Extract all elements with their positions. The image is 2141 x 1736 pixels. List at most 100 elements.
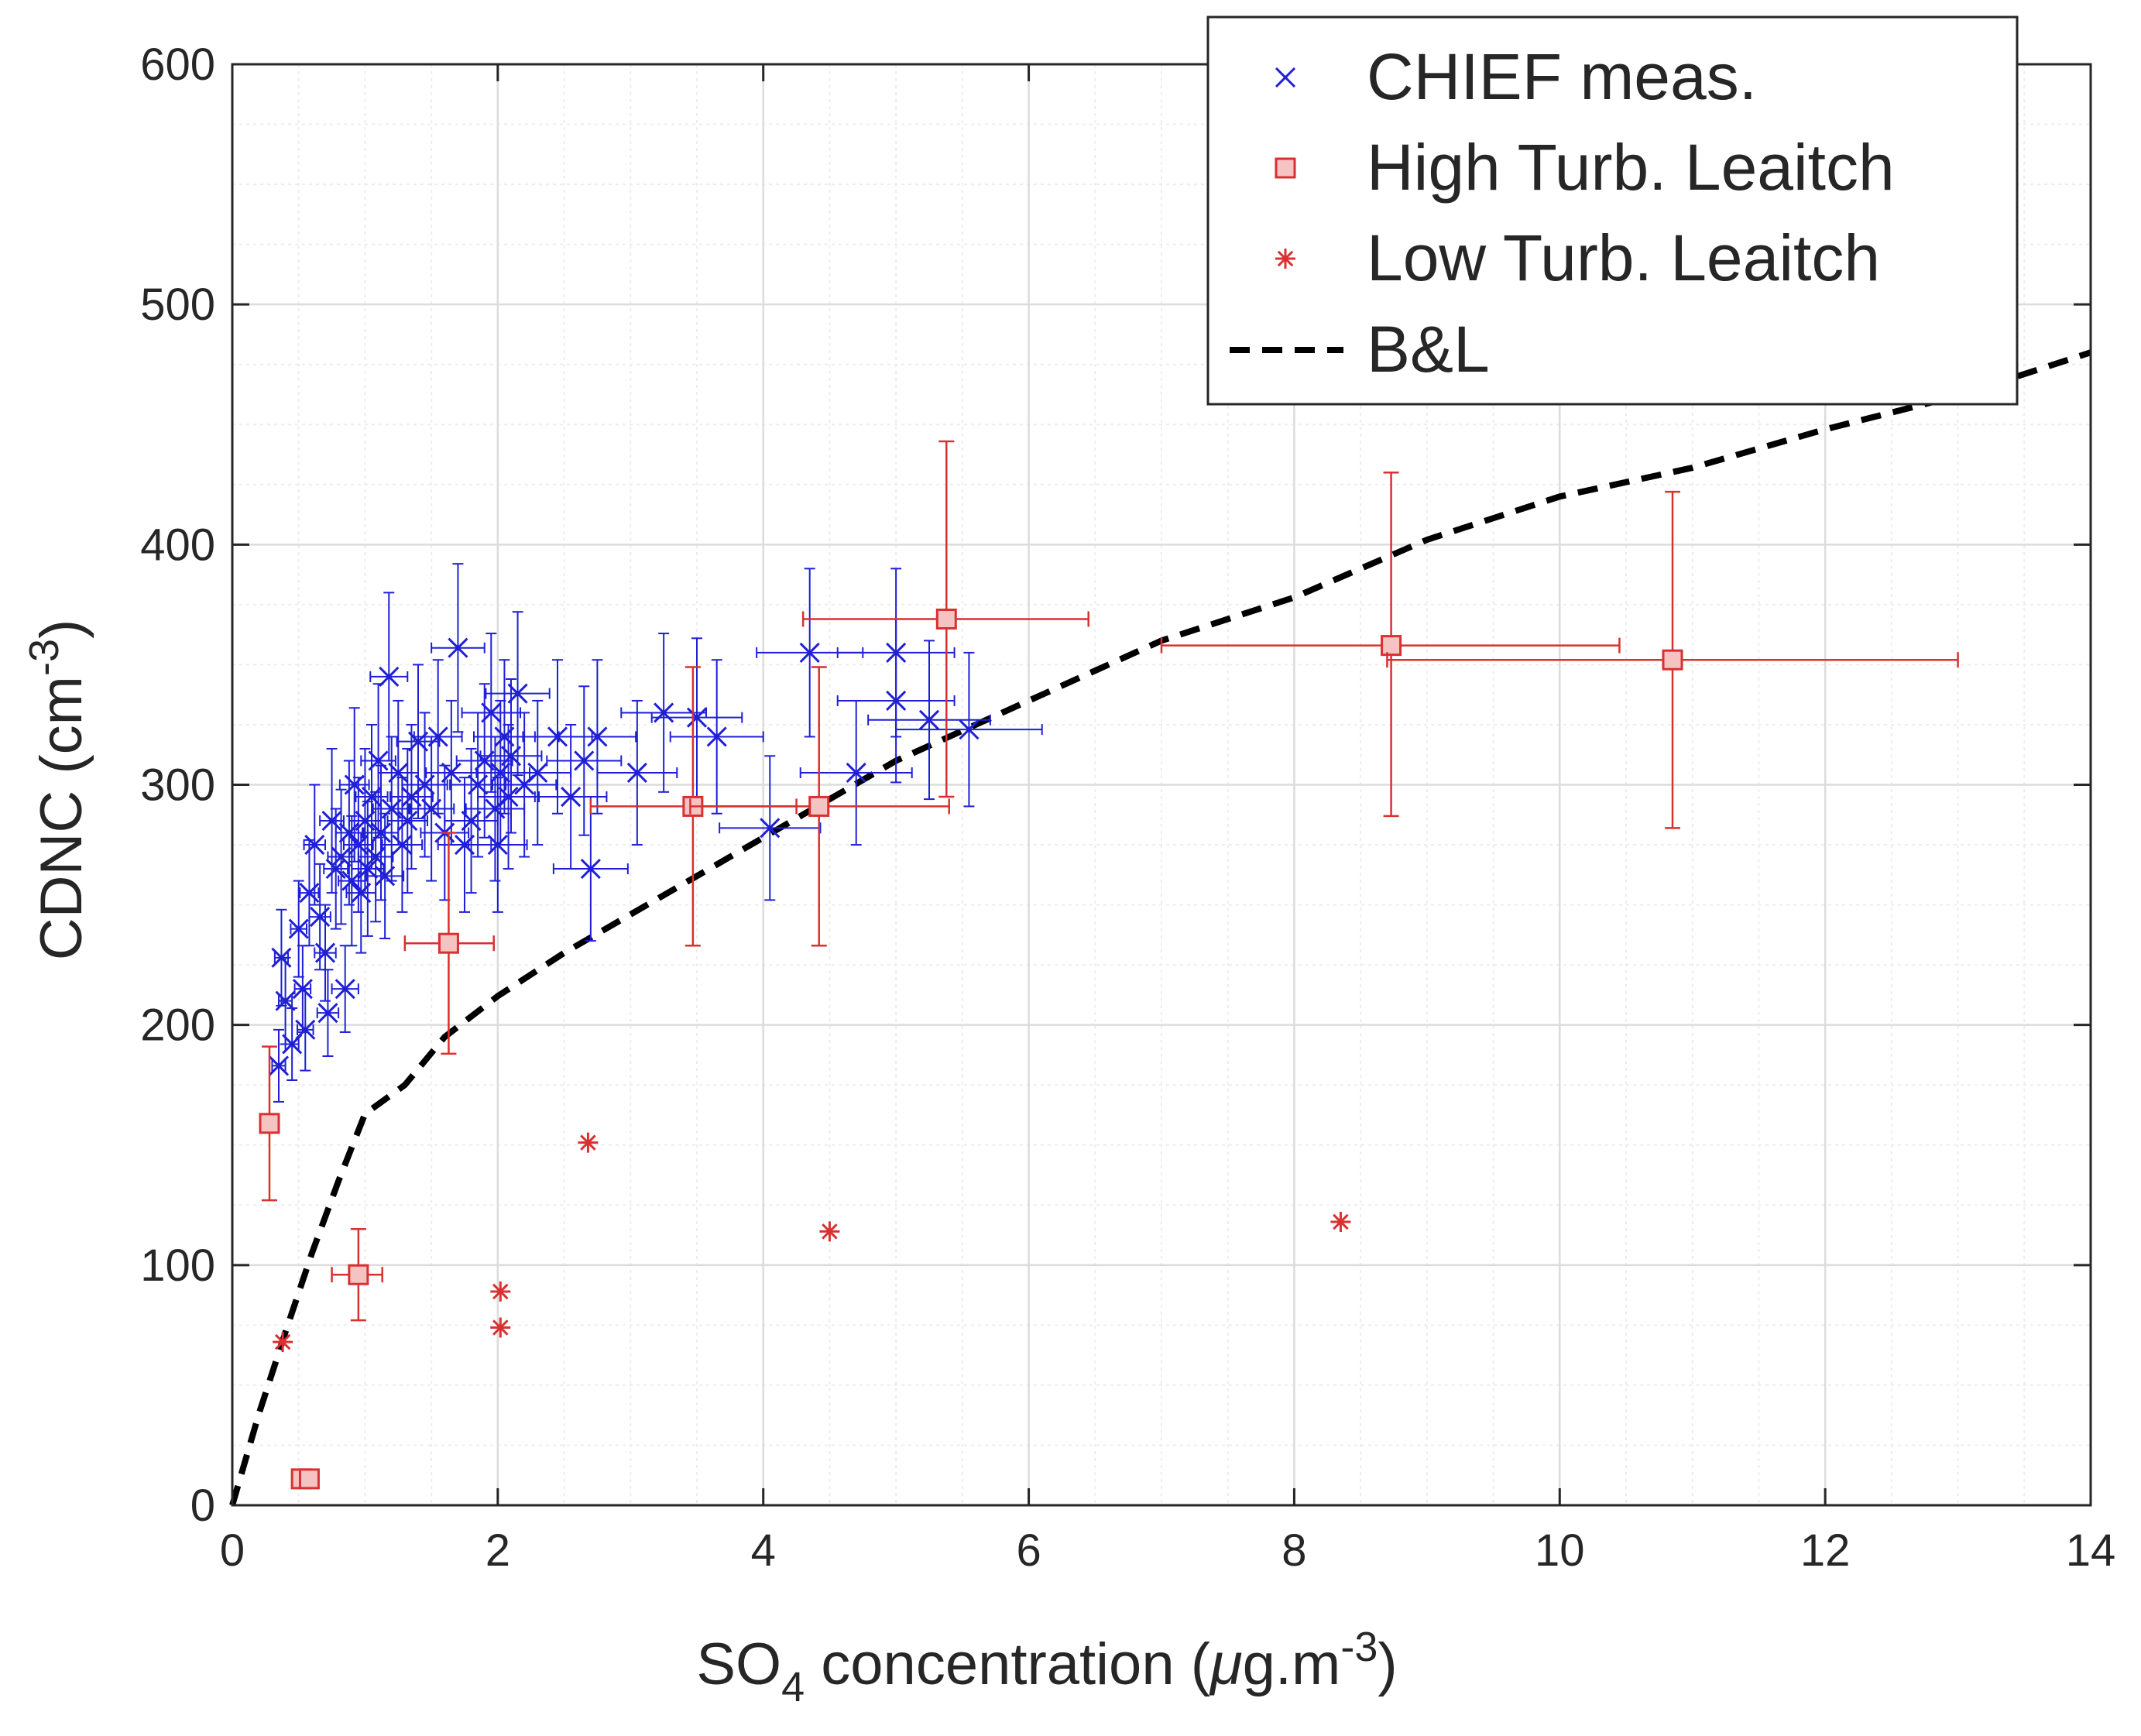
x-tick-label: 12 — [1800, 1525, 1851, 1576]
chief-data-point — [288, 880, 309, 978]
chief-x-marker — [846, 762, 866, 784]
chief-data-point — [316, 969, 340, 1057]
chief-x-marker — [310, 907, 331, 928]
chief-data-point — [295, 988, 316, 1072]
low-turb-asterisk-marker — [273, 1332, 293, 1353]
x-tick-label: 14 — [2066, 1525, 2116, 1576]
chief-data-point — [650, 637, 743, 798]
chief-x-marker — [886, 690, 907, 712]
chief-x-marker — [580, 858, 601, 880]
chief-x-marker — [338, 822, 359, 843]
chief-x-marker — [561, 786, 582, 808]
high-turb-square-marker — [298, 1468, 320, 1490]
high-turb-square-marker — [808, 795, 830, 817]
x-tick-label: 6 — [1016, 1525, 1041, 1576]
chief-x-marker — [686, 707, 708, 728]
high-turb-square-marker — [348, 1264, 369, 1285]
low-turb-asterisk-marker — [578, 1132, 599, 1153]
high-turb-square-marker — [259, 1113, 280, 1134]
high-turb-data-point — [403, 832, 495, 1055]
y-tick-label: 100 — [140, 1240, 215, 1291]
chief-x-marker — [498, 786, 519, 808]
high-turb-data-point — [298, 1468, 320, 1490]
y-axis-label: CDNC (cm-3) — [21, 619, 94, 961]
x-axis-label: SO4 concentration (μg.m-3) — [696, 1624, 1397, 1710]
x-tick-label: 10 — [1535, 1525, 1585, 1576]
chief-data-point — [431, 563, 485, 733]
chief-x-marker — [299, 883, 320, 904]
chief-x-marker — [388, 762, 409, 784]
chief-x-marker — [760, 818, 781, 839]
chief-x-marker — [959, 719, 980, 740]
data-layer — [229, 349, 2092, 1507]
chief-data-point — [362, 764, 400, 901]
chief-data-point — [867, 640, 991, 801]
chief-data-point — [470, 699, 530, 846]
legend-label-bl: B&L — [1367, 313, 1490, 386]
legend-item-chief: CHIEF meas. — [1275, 40, 1757, 113]
y-tick-label: 0 — [190, 1480, 215, 1531]
legend-item-low-turb: Low Turb. Leaitch — [1275, 221, 1880, 294]
chief-x-marker — [799, 642, 820, 663]
chief-x-marker — [335, 979, 355, 1000]
chief-data-point — [552, 796, 629, 942]
high-turb-data-point — [1160, 472, 1621, 818]
chief-x-marker — [706, 726, 727, 747]
y-tick-label: 300 — [140, 760, 215, 811]
high-turb-data-point — [331, 1228, 383, 1322]
chief-x-marker — [918, 709, 940, 730]
chief-x-marker — [268, 1055, 290, 1076]
chief-data-point — [485, 611, 551, 777]
chief-x-marker — [392, 834, 413, 856]
x-tick-label: 8 — [1282, 1525, 1306, 1576]
high-turb-data-point — [259, 1045, 280, 1202]
chief-data-point — [299, 839, 320, 947]
chief-data-point — [413, 659, 463, 815]
low-turb-asterisk-marker — [490, 1281, 511, 1302]
chief-x-marker — [448, 637, 468, 658]
chief-x-marker — [314, 942, 336, 963]
chief-x-marker — [317, 1003, 338, 1024]
chief-x-marker — [288, 918, 309, 939]
chief-x-marker — [654, 702, 674, 723]
chief-x-marker — [370, 822, 392, 843]
chief-x-marker — [427, 726, 448, 747]
chief-x-marker — [295, 1019, 316, 1040]
chief-data-point — [719, 755, 822, 901]
chief-x-marker — [626, 762, 647, 784]
chief-x-marker — [304, 834, 325, 856]
legend-item-bl: B&L — [1230, 313, 1490, 386]
legend-label-low-turb: Low Turb. Leaitch — [1367, 221, 1880, 294]
legend-x-glyph — [1275, 67, 1296, 88]
chief-x-marker — [275, 990, 296, 1011]
chief-x-marker — [481, 702, 502, 723]
chief-data-point — [895, 651, 1043, 808]
low-turb-asterisk-marker — [819, 1221, 840, 1242]
chief-x-marker — [331, 846, 352, 867]
chief-x-marker — [379, 666, 400, 687]
legend-square-glyph — [1275, 157, 1296, 179]
high-turb-data-point — [801, 440, 1089, 798]
high-turb-data-point — [689, 666, 950, 947]
high-turb-data-point — [1386, 490, 1959, 829]
chief-data-point — [558, 659, 637, 815]
chief-x-marker — [344, 774, 365, 795]
chief-x-marker — [490, 762, 511, 784]
chief-x-marker — [325, 858, 346, 880]
chief-data-point — [799, 699, 913, 846]
chief-x-marker — [574, 750, 595, 771]
x-tick-label: 2 — [485, 1525, 510, 1576]
bl-curve-line — [229, 349, 2092, 1507]
high-turb-square-marker — [935, 608, 957, 630]
legend-box — [1206, 15, 2019, 406]
chief-data-point — [303, 784, 326, 906]
low-turb-asterisk-marker — [1330, 1212, 1351, 1233]
low-turb-asterisk-marker — [490, 1317, 511, 1338]
chief-x-marker — [587, 726, 608, 747]
chief-x-marker — [527, 762, 548, 784]
high-turb-square-marker — [1381, 635, 1402, 657]
chief-x-marker — [441, 762, 461, 784]
y-tick-label: 200 — [140, 1000, 215, 1051]
chief-data-point — [386, 747, 428, 894]
